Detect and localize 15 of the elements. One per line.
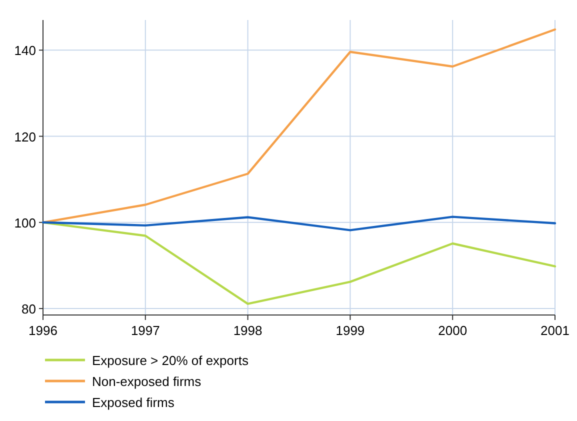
y-tick-label: 140 [14, 43, 36, 58]
x-tick-label: 1996 [28, 323, 58, 338]
y-tick-label: 120 [14, 129, 36, 144]
x-tick-label: 2001 [540, 323, 570, 338]
legend-label: Non-exposed firms [92, 374, 202, 389]
x-tick-label: 1998 [233, 323, 262, 338]
line-series [42, 216, 556, 232]
x-tick-label: 1999 [336, 323, 365, 338]
x-tick-label: 2000 [438, 323, 468, 338]
legend-label: Exposure > 20% of exports [92, 353, 249, 368]
legend-label: Exposed firms [92, 395, 175, 410]
x-tick-label: 1997 [130, 323, 160, 338]
y-tick-label: 100 [14, 215, 36, 230]
line-series [42, 28, 556, 224]
y-tick-label: 80 [22, 302, 36, 317]
